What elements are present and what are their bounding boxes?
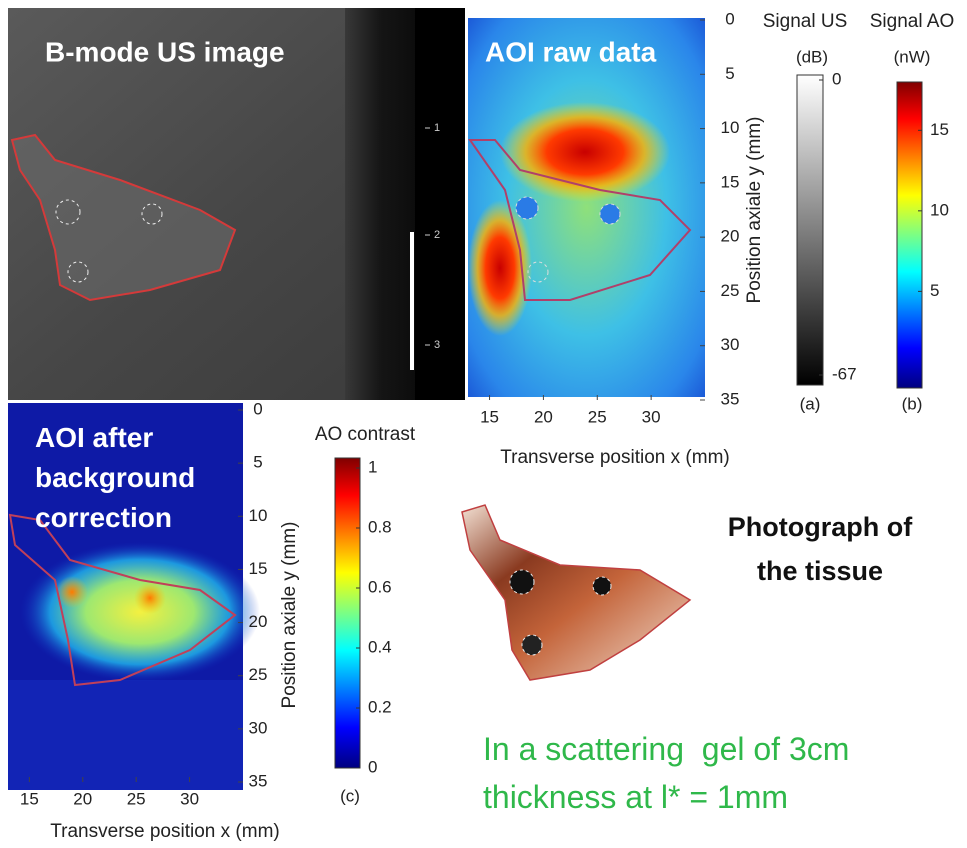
colorbar-tick-label: 0 — [832, 69, 841, 88]
hot-region — [500, 102, 670, 202]
bmode-scale-strip — [415, 8, 465, 400]
y-tick-label: 20 — [721, 227, 740, 246]
tissue-photo — [461, 504, 692, 681]
colorbar-tick-label: 15 — [930, 120, 949, 139]
y-tick-label: 30 — [249, 718, 268, 737]
x-tick-label: 25 — [588, 407, 607, 426]
colorbar-title: Signal AO — [870, 11, 955, 32]
x-tick-label: 30 — [180, 789, 199, 808]
marker — [509, 569, 535, 595]
panel-label: (b) — [902, 394, 923, 413]
x-tick-label: 15 — [20, 789, 39, 808]
marker — [599, 203, 621, 225]
y-tick-label: 10 — [249, 506, 268, 525]
y-tick-label: 15 — [721, 172, 740, 191]
tissue-outline — [468, 139, 692, 301]
scale-tick-label: 1 — [434, 122, 440, 134]
y-tick-label: 5 — [725, 64, 734, 83]
colorbar-contrast — [334, 457, 361, 769]
x-tick-label: 15 — [480, 407, 499, 426]
marker — [521, 634, 543, 656]
marker — [527, 261, 549, 283]
scale-tick-label: 2 — [434, 229, 440, 241]
marker — [515, 196, 539, 220]
colorbar-tick-label: 1 — [368, 457, 377, 476]
x-tick-label: 30 — [642, 407, 661, 426]
x-tick-label: 20 — [73, 789, 92, 808]
panel-label: (a) — [800, 394, 821, 413]
marker — [55, 199, 81, 225]
y-tick-label: 5 — [253, 453, 262, 472]
marker — [592, 576, 612, 596]
colorbar-unit: (dB) — [796, 47, 828, 66]
tissue-outline — [8, 513, 237, 687]
y-tick-label: 35 — [249, 771, 268, 790]
y-axis-label: Position axiale y (mm) — [744, 117, 765, 304]
colorbar-title: AO contrast — [315, 424, 416, 445]
y-tick-label: 20 — [249, 612, 268, 631]
hot-spot — [134, 582, 166, 614]
colorbar-title: Signal US — [763, 11, 848, 32]
x-axis-label: Transverse position x (mm) — [500, 447, 729, 468]
colorbar-tick-label: 0.2 — [368, 697, 392, 716]
panel-title: AOI raw data — [485, 36, 657, 67]
x-tick-label: 25 — [127, 789, 146, 808]
note: In a scattering gel of 3cm thickness at … — [483, 731, 859, 815]
y-tick-label: 25 — [249, 665, 268, 684]
y-tick-label: 10 — [721, 118, 740, 137]
y-tick-label: 30 — [721, 335, 740, 354]
colorbar-tick-label: 0.4 — [368, 637, 392, 656]
y-tick-label: 0 — [253, 399, 262, 418]
photo-caption: Photograph of the tissue — [727, 512, 913, 586]
colorbar-tick-label: 0.8 — [368, 517, 392, 536]
colorbar-ao — [896, 81, 923, 389]
colorbar-tick-label: 0 — [368, 757, 377, 776]
colorbar-tick-label: 0.6 — [368, 577, 392, 596]
x-tick-label: 20 — [534, 407, 553, 426]
panel-title: B-mode US image — [45, 36, 285, 67]
signal-region — [20, 542, 260, 682]
tissue-outline — [10, 133, 237, 302]
colorbar-tick-label: 10 — [930, 200, 949, 219]
y-tick-label: 0 — [725, 9, 734, 28]
colorbar-tick-label: 5 — [930, 281, 939, 300]
scale-tick-label: 3 — [434, 339, 440, 351]
y-tick-label: 15 — [249, 559, 268, 578]
hot-spot — [56, 576, 88, 608]
colorbar-unit: (nW) — [894, 47, 931, 66]
panel-title: AOI after background correction — [35, 422, 196, 533]
y-axis-label: Position axiale y (mm) — [279, 522, 300, 709]
x-axis-label: Transverse position x (mm) — [50, 821, 279, 842]
streak-region — [8, 680, 243, 790]
panel-label: (c) — [340, 786, 360, 805]
y-tick-label: 25 — [721, 281, 740, 300]
colorbar-us — [796, 74, 824, 386]
y-tick-label: 35 — [721, 389, 740, 408]
scale-bar — [410, 232, 414, 370]
marker — [67, 261, 89, 283]
marker — [141, 203, 163, 225]
colorbar-tick-label: -67 — [832, 364, 857, 383]
